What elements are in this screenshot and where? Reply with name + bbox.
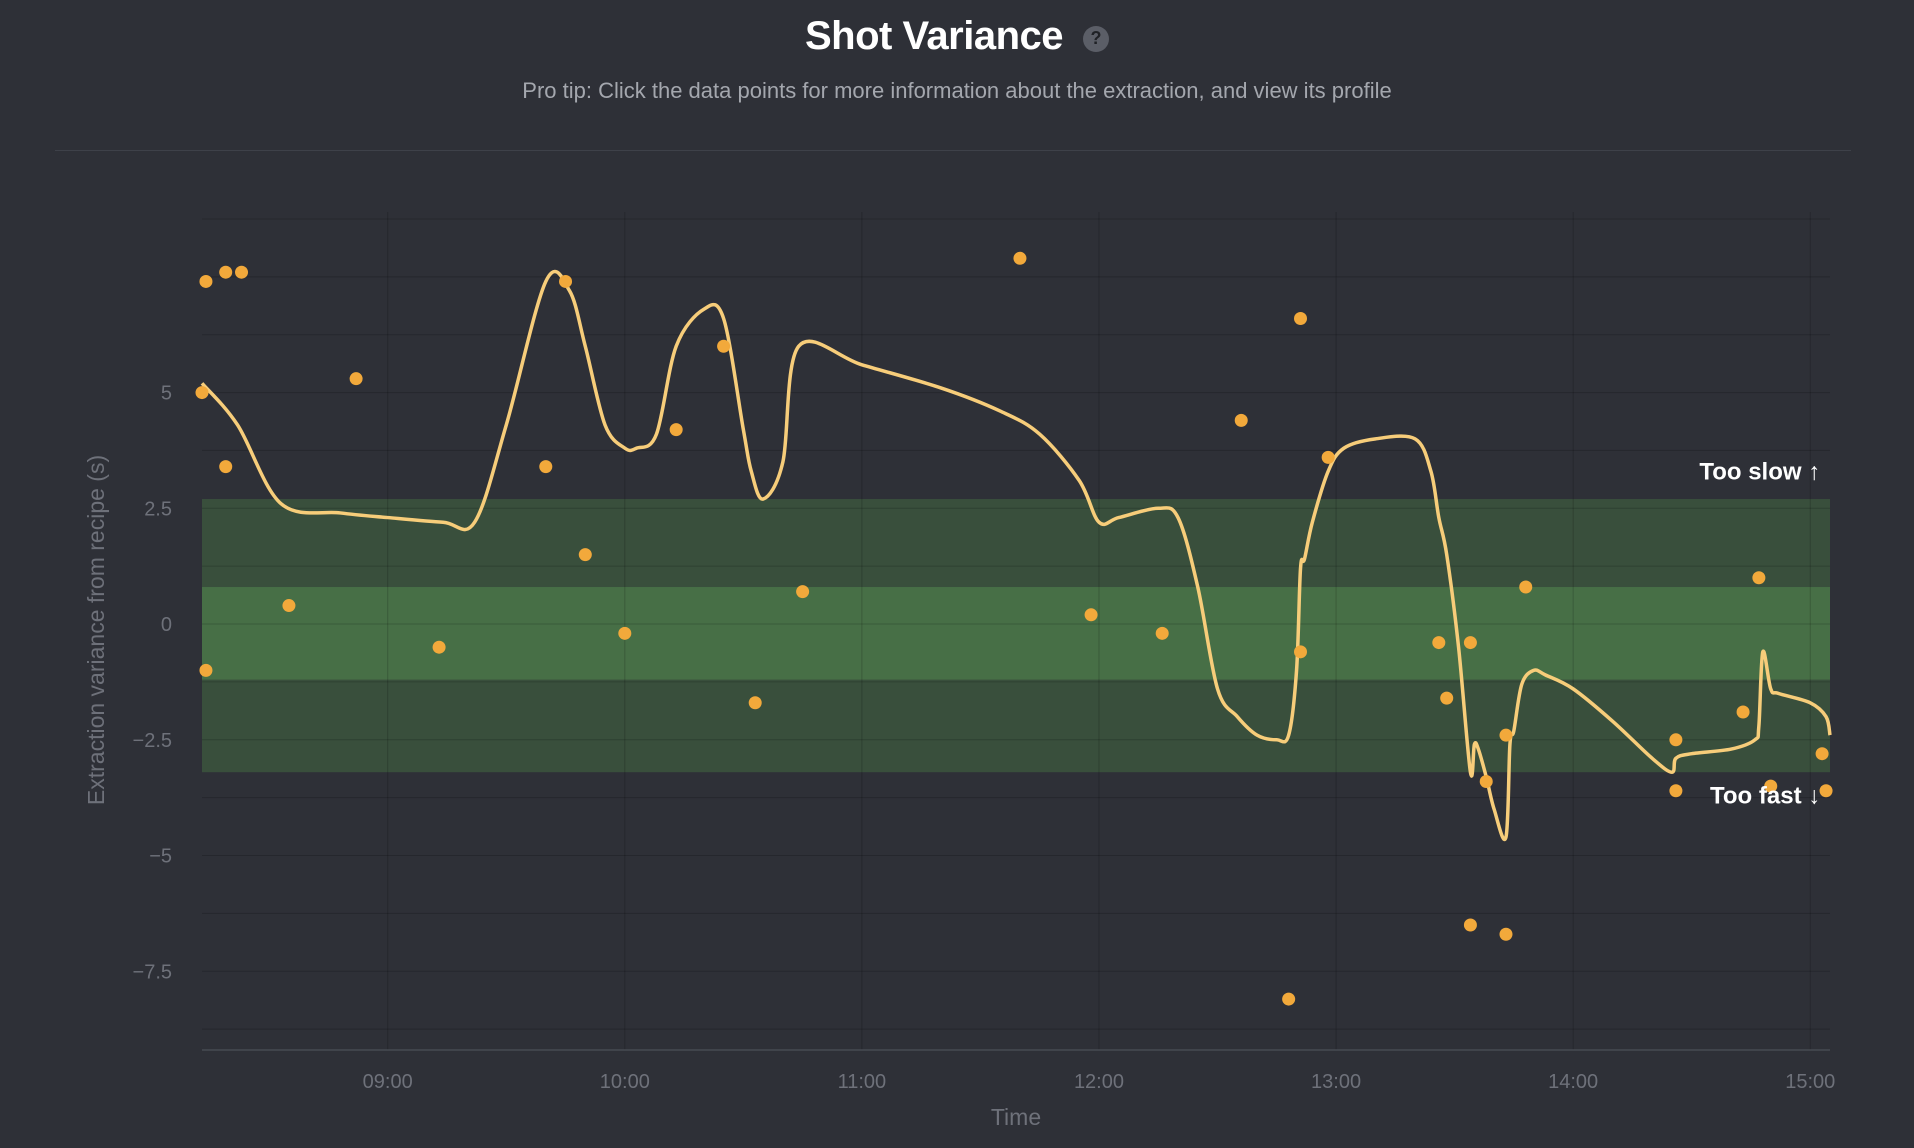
data-point[interactable]: [282, 599, 296, 613]
question-icon[interactable]: ?: [1083, 25, 1110, 52]
data-point[interactable]: [1234, 413, 1248, 427]
data-point[interactable]: [1669, 733, 1683, 747]
chart-header: Shot Variance ? Pro tip: Click the data …: [0, 0, 1914, 150]
data-point[interactable]: [219, 265, 233, 279]
data-point[interactable]: [235, 265, 249, 279]
y-axis-title: Extraction variance from recipe (s): [83, 455, 109, 805]
data-point[interactable]: [432, 640, 446, 654]
data-point[interactable]: [669, 423, 683, 437]
data-point[interactable]: [1440, 691, 1454, 705]
data-point[interactable]: [349, 372, 363, 386]
y-tick-label: −2.5: [133, 730, 172, 752]
x-tick-label: 10:00: [600, 1071, 650, 1093]
data-point[interactable]: [195, 386, 209, 400]
y-tick-label: −5: [149, 846, 172, 868]
data-point[interactable]: [578, 548, 592, 562]
x-tick-label: 13:00: [1311, 1071, 1361, 1093]
data-point[interactable]: [1013, 251, 1027, 265]
data-point[interactable]: [1819, 784, 1833, 798]
x-tick-label: 11:00: [838, 1071, 887, 1093]
x-tick-label: 14:00: [1548, 1071, 1598, 1093]
data-point[interactable]: [1499, 927, 1513, 941]
data-point[interactable]: [1752, 571, 1766, 585]
too-slow-annotation: Too slow ↑: [1699, 458, 1820, 485]
x-tick-label: 15:00: [1785, 1071, 1835, 1093]
data-point[interactable]: [1282, 992, 1296, 1006]
target-band-inner: [202, 587, 1830, 680]
data-point[interactable]: [1815, 747, 1829, 761]
title-row: Shot Variance ?: [0, 14, 1914, 59]
x-axis-title: Time: [991, 1104, 1041, 1130]
data-point[interactable]: [1764, 779, 1778, 793]
data-point[interactable]: [1294, 311, 1308, 325]
data-point[interactable]: [219, 460, 233, 474]
x-tick-label: 09:00: [363, 1071, 413, 1093]
trend-line: [200, 269, 1832, 842]
data-point[interactable]: [1321, 450, 1335, 464]
y-tick-label: 5: [161, 383, 172, 405]
too-fast-annotation: Too fast ↓: [1710, 782, 1820, 809]
header-divider: [55, 150, 1851, 151]
data-point[interactable]: [796, 585, 810, 599]
data-point[interactable]: [717, 339, 731, 353]
data-point[interactable]: [748, 696, 762, 710]
y-tick-label: 2.5: [144, 498, 172, 520]
data-point[interactable]: [559, 274, 573, 288]
data-point[interactable]: [199, 663, 213, 677]
chart-subtitle: Pro tip: Click the data points for more …: [522, 78, 1392, 103]
data-point[interactable]: [1499, 728, 1513, 742]
x-tick-label: 12:00: [1074, 1071, 1124, 1093]
data-point[interactable]: [1155, 626, 1169, 640]
data-point[interactable]: [1669, 784, 1683, 798]
data-point[interactable]: [1294, 645, 1308, 659]
data-point[interactable]: [199, 274, 213, 288]
data-point[interactable]: [1479, 774, 1493, 788]
data-point[interactable]: [1519, 580, 1533, 594]
data-point[interactable]: [618, 626, 632, 640]
chart-title: Shot Variance: [804, 14, 1064, 58]
data-point[interactable]: [1432, 636, 1446, 650]
data-point[interactable]: [1463, 918, 1477, 932]
data-point[interactable]: [1736, 705, 1750, 719]
data-point[interactable]: [1084, 608, 1098, 622]
y-tick-label: −7.5: [133, 961, 172, 983]
data-point[interactable]: [1463, 636, 1477, 650]
data-point[interactable]: [539, 460, 553, 474]
y-tick-label: 0: [161, 614, 172, 636]
